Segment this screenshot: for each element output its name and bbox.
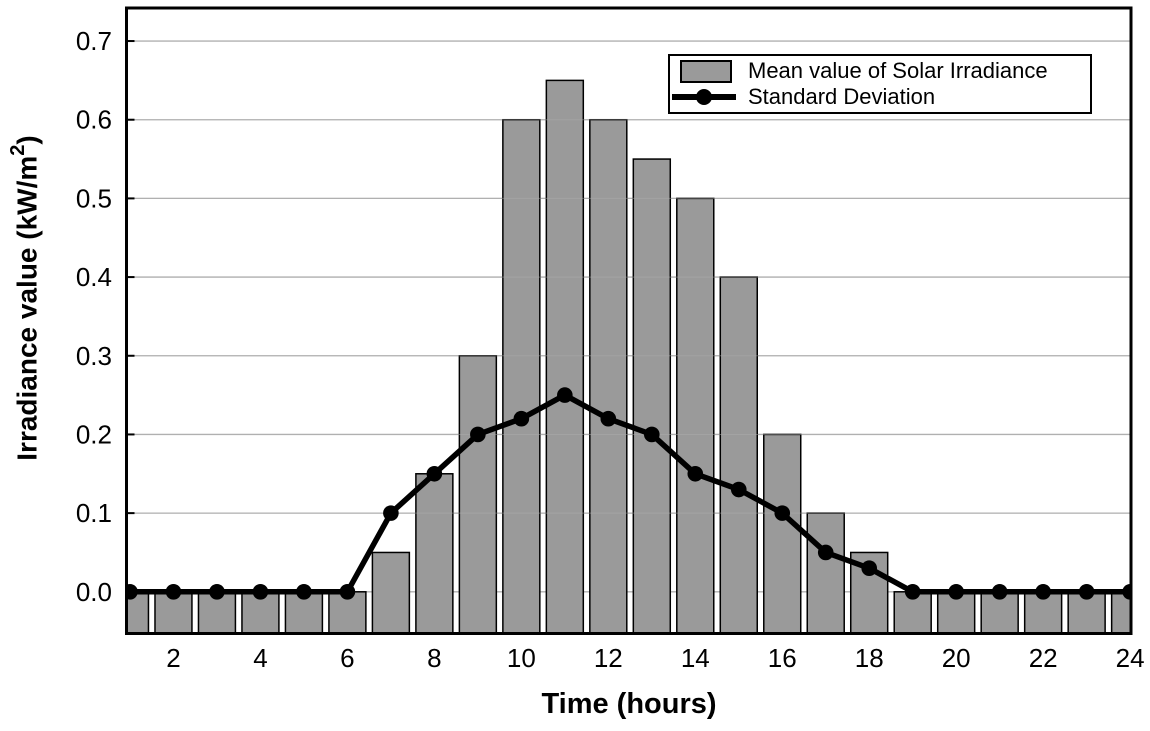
bar xyxy=(763,433,802,634)
gridline-overlay xyxy=(126,40,1131,514)
bar xyxy=(415,473,454,634)
x-axis-title: Time (hours) xyxy=(541,688,717,720)
y-axis-title-suffix: ) xyxy=(11,135,43,145)
x-tick-label: 20 xyxy=(942,643,971,673)
stddev-marker xyxy=(339,584,356,600)
bar xyxy=(545,79,585,634)
x-tick-labels: 2 4 6 8 10 12 14 16 18 20 22 24 xyxy=(166,643,1144,673)
bar xyxy=(806,512,845,634)
stddev-marker xyxy=(817,544,834,561)
stddev-marker xyxy=(383,505,399,521)
x-tick-label: 24 xyxy=(1116,643,1145,673)
y-tick-label: 0.2 xyxy=(76,419,112,449)
x-tick-label: 12 xyxy=(594,643,623,673)
x-tick-label: 4 xyxy=(253,643,267,673)
x-tick-label: 10 xyxy=(507,643,536,673)
stddev-marker xyxy=(643,426,660,443)
x-tick-label: 16 xyxy=(768,643,797,673)
bar-swatch-icon xyxy=(680,59,732,83)
stddev-marker xyxy=(948,584,964,600)
stddev-marker xyxy=(296,584,312,600)
stddev-marker xyxy=(252,584,269,600)
y-axis-title: Irradiance value (kW/m2) xyxy=(7,68,49,528)
bar xyxy=(632,158,672,634)
stddev-marker xyxy=(600,410,617,427)
y-tick-label: 0.0 xyxy=(76,577,112,607)
y-tick-label: 0.7 xyxy=(76,26,112,56)
stddev-marker xyxy=(687,465,704,482)
x-tick-label: 22 xyxy=(1029,643,1058,673)
y-tick-label: 0.5 xyxy=(76,183,112,213)
x-tick-label: 14 xyxy=(681,643,710,673)
stddev-marker xyxy=(513,410,530,427)
bar xyxy=(719,276,758,634)
legend-label-stddev: Standard Deviation xyxy=(748,84,936,110)
axes-frame xyxy=(125,6,1133,635)
y-tick-label: 0.4 xyxy=(76,262,112,292)
stddev-line-series xyxy=(126,387,1131,600)
line-marker-swatch-icon xyxy=(672,89,736,106)
stddev-marker xyxy=(904,584,921,600)
stddev-marker xyxy=(165,584,182,600)
x-tick-label: 2 xyxy=(166,643,180,673)
legend-label-mean: Mean value of Solar Irradiance xyxy=(748,58,1048,84)
bar xyxy=(502,118,541,634)
stddev-marker xyxy=(470,426,486,443)
stddev-marker xyxy=(991,584,1008,600)
legend-key-mean xyxy=(670,59,740,83)
y-axis-title-superscript: 2 xyxy=(7,144,29,156)
stddev-marker xyxy=(730,481,747,498)
stddev-marker xyxy=(774,505,791,521)
legend-item-stddev: Standard Deviation xyxy=(670,86,1090,108)
bar xyxy=(371,551,411,634)
y-tick-label: 0.6 xyxy=(76,105,112,135)
stddev-marker xyxy=(861,560,878,576)
stddev-marker xyxy=(1122,584,1131,600)
stddev-marker xyxy=(557,387,573,403)
bar xyxy=(458,355,498,634)
y-tick-label: 0.3 xyxy=(76,341,112,371)
stddev-marker xyxy=(426,465,443,482)
y-tick-labels: 0.0 0.1 0.2 0.3 0.4 0.5 0.6 0.7 xyxy=(76,26,112,607)
stddev-marker xyxy=(1078,584,1095,600)
legend: Mean value of Solar Irradiance Standard … xyxy=(668,54,1092,114)
bar xyxy=(589,118,628,634)
y-tick-label: 0.1 xyxy=(76,498,112,528)
bar-series xyxy=(126,79,1131,634)
legend-key-stddev xyxy=(670,89,740,106)
stddev-line xyxy=(127,392,1131,595)
bar xyxy=(676,197,715,634)
y-axis-title-prefix: Irradiance value (kW/m xyxy=(11,155,43,461)
gridlines xyxy=(126,40,1131,593)
stddev-marker xyxy=(209,584,225,600)
x-tick-label: 6 xyxy=(340,643,354,673)
y-ticks xyxy=(126,40,135,593)
legend-item-mean: Mean value of Solar Irradiance xyxy=(670,58,1090,84)
x-tick-label: 18 xyxy=(855,643,884,673)
stddev-marker xyxy=(1035,584,1051,600)
x-tick-label: 8 xyxy=(427,643,441,673)
